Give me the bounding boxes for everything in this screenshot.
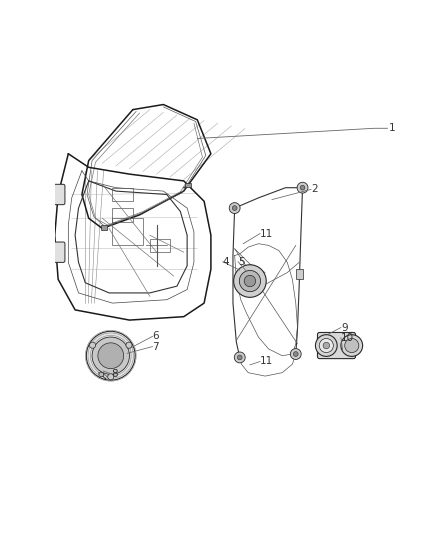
Circle shape xyxy=(233,265,266,297)
Text: 6: 6 xyxy=(152,332,159,341)
Text: 4: 4 xyxy=(223,257,230,266)
Circle shape xyxy=(319,338,333,353)
Circle shape xyxy=(315,335,337,357)
Bar xyxy=(113,208,133,222)
Text: 7: 7 xyxy=(152,342,159,352)
Text: 8: 8 xyxy=(111,369,117,379)
Circle shape xyxy=(99,372,104,377)
Circle shape xyxy=(237,355,242,360)
Circle shape xyxy=(244,276,256,287)
FancyBboxPatch shape xyxy=(49,242,65,262)
Circle shape xyxy=(229,203,240,214)
Text: 11: 11 xyxy=(260,229,273,239)
Bar xyxy=(185,183,191,188)
Circle shape xyxy=(86,332,135,380)
Bar xyxy=(150,239,170,252)
Text: 11: 11 xyxy=(260,357,273,367)
Text: 10: 10 xyxy=(341,333,354,343)
Bar xyxy=(113,188,133,201)
FancyBboxPatch shape xyxy=(318,333,356,359)
Circle shape xyxy=(234,352,245,363)
Text: 9: 9 xyxy=(341,322,347,333)
Circle shape xyxy=(293,352,298,357)
Text: 2: 2 xyxy=(311,184,318,195)
Bar xyxy=(113,218,143,245)
Circle shape xyxy=(126,342,132,348)
Text: 1: 1 xyxy=(389,123,396,133)
Circle shape xyxy=(239,270,261,292)
FancyBboxPatch shape xyxy=(49,184,65,205)
Circle shape xyxy=(232,206,237,211)
Circle shape xyxy=(92,337,130,374)
Circle shape xyxy=(290,349,301,359)
Circle shape xyxy=(297,182,308,193)
Text: 5: 5 xyxy=(238,257,245,266)
Circle shape xyxy=(89,342,95,348)
Circle shape xyxy=(345,338,359,353)
Circle shape xyxy=(341,335,363,357)
Bar xyxy=(101,225,107,230)
Circle shape xyxy=(300,185,305,190)
Circle shape xyxy=(98,343,124,369)
Bar xyxy=(296,269,303,279)
Circle shape xyxy=(323,342,329,349)
Circle shape xyxy=(108,374,114,380)
